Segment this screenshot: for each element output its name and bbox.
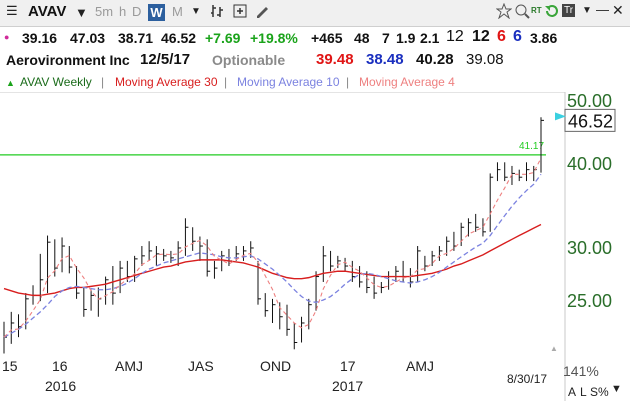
info-line: Aerovironment Inc 12/5/17 Optionable 39.… (0, 49, 630, 71)
quote-volume-change: +465 (311, 30, 343, 46)
price-chart-svg[interactable]: 41.17 50.00 40.00 30.00 25.00 46.52 15 16 AMJ JAS… (0, 91, 630, 401)
refresh-icon[interactable] (544, 3, 560, 22)
log-scale-button[interactable]: L (580, 385, 587, 399)
period-h-button[interactable]: h (119, 4, 127, 19)
legend-divider-1: | (101, 75, 105, 89)
quote-high: 47.03 (70, 30, 106, 46)
horizontal-level-label: 41.17 (519, 141, 544, 152)
company-name: Aerovironment Inc (6, 52, 130, 68)
ma30-line (3, 223, 542, 297)
legend-divider-2: | (224, 75, 228, 89)
status-dropdown-icon[interactable]: ▼ (611, 383, 622, 395)
ma4-value: 40.28 (416, 51, 454, 68)
x-tick-label: 16 (52, 358, 68, 374)
quote-stat-8: 6 (513, 28, 522, 45)
period-dropdown-icon[interactable]: ▼ (191, 6, 201, 17)
quote-stat-2: 7 (382, 30, 390, 46)
y-tick-label: 30.00 (567, 238, 612, 258)
x-tick-label: 17 (340, 358, 356, 374)
star-icon[interactable] (495, 2, 513, 22)
price-chart[interactable]: 41.17 50.00 40.00 30.00 25.00 46.52 15 16 AMJ JAS… (0, 91, 630, 401)
quote-close: 46.52 (161, 30, 197, 46)
chart-toolbar: ☰ AVAV ▼ 5m h D W M ▼ RT Tr ▼ ― ✕ (0, 0, 630, 27)
other-value: 39.08 (466, 51, 504, 68)
ma10-line (3, 173, 542, 338)
quote-last: 39.16 (22, 30, 58, 46)
alert-icon[interactable] (514, 3, 530, 22)
add-indicator-icon[interactable] (232, 3, 248, 22)
x-tick-label: AMJ (115, 358, 143, 374)
quote-stat-7: 6 (497, 28, 506, 45)
quote-change: +7.69 (205, 30, 241, 46)
quote-stat-9: 3.86 (530, 30, 558, 46)
percent-scale-button[interactable]: S% (590, 385, 609, 399)
legend-divider-3: | (346, 75, 350, 89)
legend-ma10[interactable]: Moving Average 10 (237, 75, 340, 89)
symbol-dropdown-icon[interactable]: ▼ (75, 5, 88, 20)
period-w-button[interactable]: W (148, 4, 165, 21)
info-date: 12/5/17 (140, 51, 191, 68)
quote-stat-3: 1.9 (396, 30, 416, 46)
period-d-button[interactable]: D (132, 4, 142, 19)
quote-change-pct: +19.8% (250, 30, 298, 46)
indicator-dot-icon: ● (4, 32, 10, 42)
legend-ma30[interactable]: Moving Average 30 (115, 75, 218, 89)
template-dropdown-icon[interactable]: ▼ (582, 5, 592, 16)
quote-stat-1: 48 (354, 30, 370, 46)
ma10-value: 38.48 (366, 51, 404, 68)
ma4-line (3, 157, 542, 338)
close-icon[interactable]: ✕ (612, 2, 624, 18)
indicator-legend: ▲ AVAV Weekly | Moving Average 30 | Movi… (0, 72, 565, 93)
y-tick-label: 25.00 (567, 291, 612, 311)
minimize-icon[interactable]: ― (596, 2, 609, 17)
auto-scale-button[interactable]: A (568, 385, 577, 399)
period-5m-button[interactable]: 5m (95, 4, 114, 19)
zoom-level[interactable]: 141% (563, 363, 599, 379)
quote-low: 38.71 (118, 30, 154, 46)
symbol-menu-icon[interactable]: ☰ (6, 3, 18, 18)
current-price-label: 46.52 (568, 111, 613, 131)
chart-end-date: 8/30/17 (507, 372, 548, 386)
x-tick-label: JAS (188, 358, 214, 374)
x-tick-label: 15 (2, 358, 18, 374)
y-tick-label: 50.00 (567, 92, 612, 111)
draw-tool-icon[interactable] (254, 3, 270, 22)
legend-series[interactable]: AVAV Weekly (20, 75, 92, 89)
template-button[interactable]: Tr (562, 4, 576, 17)
optionable-label: Optionable (212, 52, 286, 68)
current-price-box (564, 108, 616, 132)
period-m-button[interactable]: M (172, 4, 183, 19)
y-tick-label: 40.00 (567, 154, 612, 174)
ma30-value: 39.48 (316, 51, 354, 68)
quote-line: ● 39.16 47.03 38.71 46.52 +7.69 +19.8% +… (0, 26, 630, 48)
symbol-input[interactable]: AVAV (28, 3, 67, 20)
x-tick-label: OND (260, 358, 291, 374)
x-year-label: 2016 (45, 378, 76, 394)
realtime-button[interactable]: RT (531, 6, 542, 15)
quote-stat-4: 2.1 (420, 30, 440, 46)
chart-style-icon[interactable] (210, 3, 226, 22)
legend-ma4[interactable]: Moving Average 4 (359, 75, 455, 89)
x-tick-label: AMJ (406, 358, 434, 374)
scroll-up-icon[interactable]: ▲ (550, 344, 558, 353)
quote-stat-6: 12 (472, 28, 490, 45)
price-marker-icon (555, 112, 566, 121)
quote-stat-5: 12 (446, 28, 464, 45)
x-year-label: 2017 (332, 378, 363, 394)
legend-series-icon: ▲ (6, 78, 15, 88)
